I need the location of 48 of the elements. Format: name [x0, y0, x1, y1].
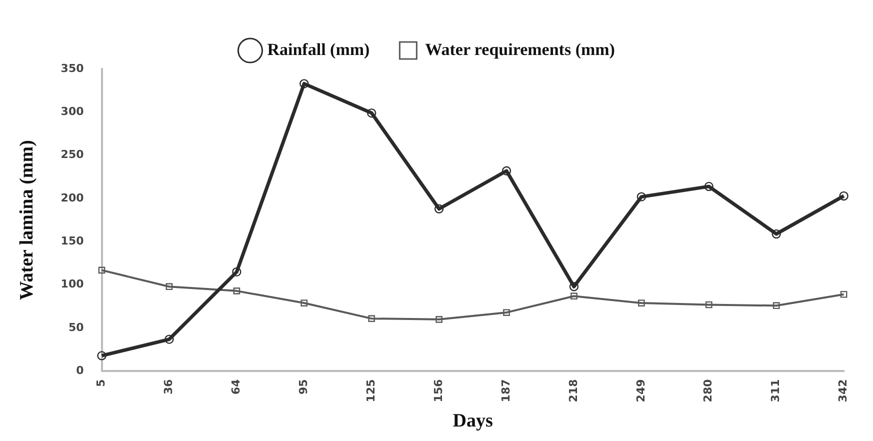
point: [705, 301, 712, 308]
point: [164, 334, 174, 344]
point: [636, 192, 646, 202]
point: [638, 300, 645, 306]
x-axis-title: Days: [452, 410, 493, 432]
point: [232, 267, 242, 277]
point: [772, 229, 781, 239]
legend-label: Rainfall (mm): [267, 40, 370, 59]
y-tick-label: 300: [60, 105, 84, 118]
x-tick-label: 156: [432, 378, 445, 402]
point: [98, 266, 106, 274]
y-tick-label: 100: [60, 278, 84, 291]
y-tick-label: 200: [60, 191, 84, 204]
x-tick-label: 95: [296, 379, 310, 395]
point: [300, 300, 308, 306]
x-tick-label: 342: [836, 379, 850, 402]
point: [569, 282, 579, 292]
point: [502, 166, 512, 176]
x-tick-label: 249: [634, 379, 648, 402]
point: [166, 283, 173, 290]
x-tick-label: 280: [702, 378, 715, 402]
point: [570, 292, 578, 300]
point: [368, 315, 376, 322]
point: [436, 316, 442, 323]
point: [300, 79, 309, 88]
point: [434, 204, 444, 214]
x-tick-label: 5: [94, 379, 108, 387]
x-tick-label: 64: [230, 378, 243, 395]
point: [366, 108, 376, 118]
x-tick-label: 187: [499, 379, 512, 402]
y-tick-label: 0: [76, 364, 84, 378]
y-tick-label: 350: [60, 62, 84, 75]
point: [503, 309, 510, 316]
y-tick-label: 250: [60, 148, 84, 162]
point: [704, 182, 714, 192]
point: [839, 191, 848, 201]
y-tick-label: 150: [60, 234, 84, 248]
point: [840, 290, 848, 298]
point: [97, 351, 106, 360]
legend-label: Water requirements (mm): [425, 40, 615, 59]
x-tick-label: 125: [364, 379, 378, 402]
point: [772, 302, 780, 310]
x-tick-label: 311: [769, 379, 782, 402]
x-tick-label: 36: [162, 378, 176, 395]
x-tick-label: 218: [566, 379, 580, 402]
point: [233, 288, 240, 294]
y-tick-label: 50: [68, 320, 84, 334]
y-axis-title: Water lamina (mm): [16, 140, 38, 300]
